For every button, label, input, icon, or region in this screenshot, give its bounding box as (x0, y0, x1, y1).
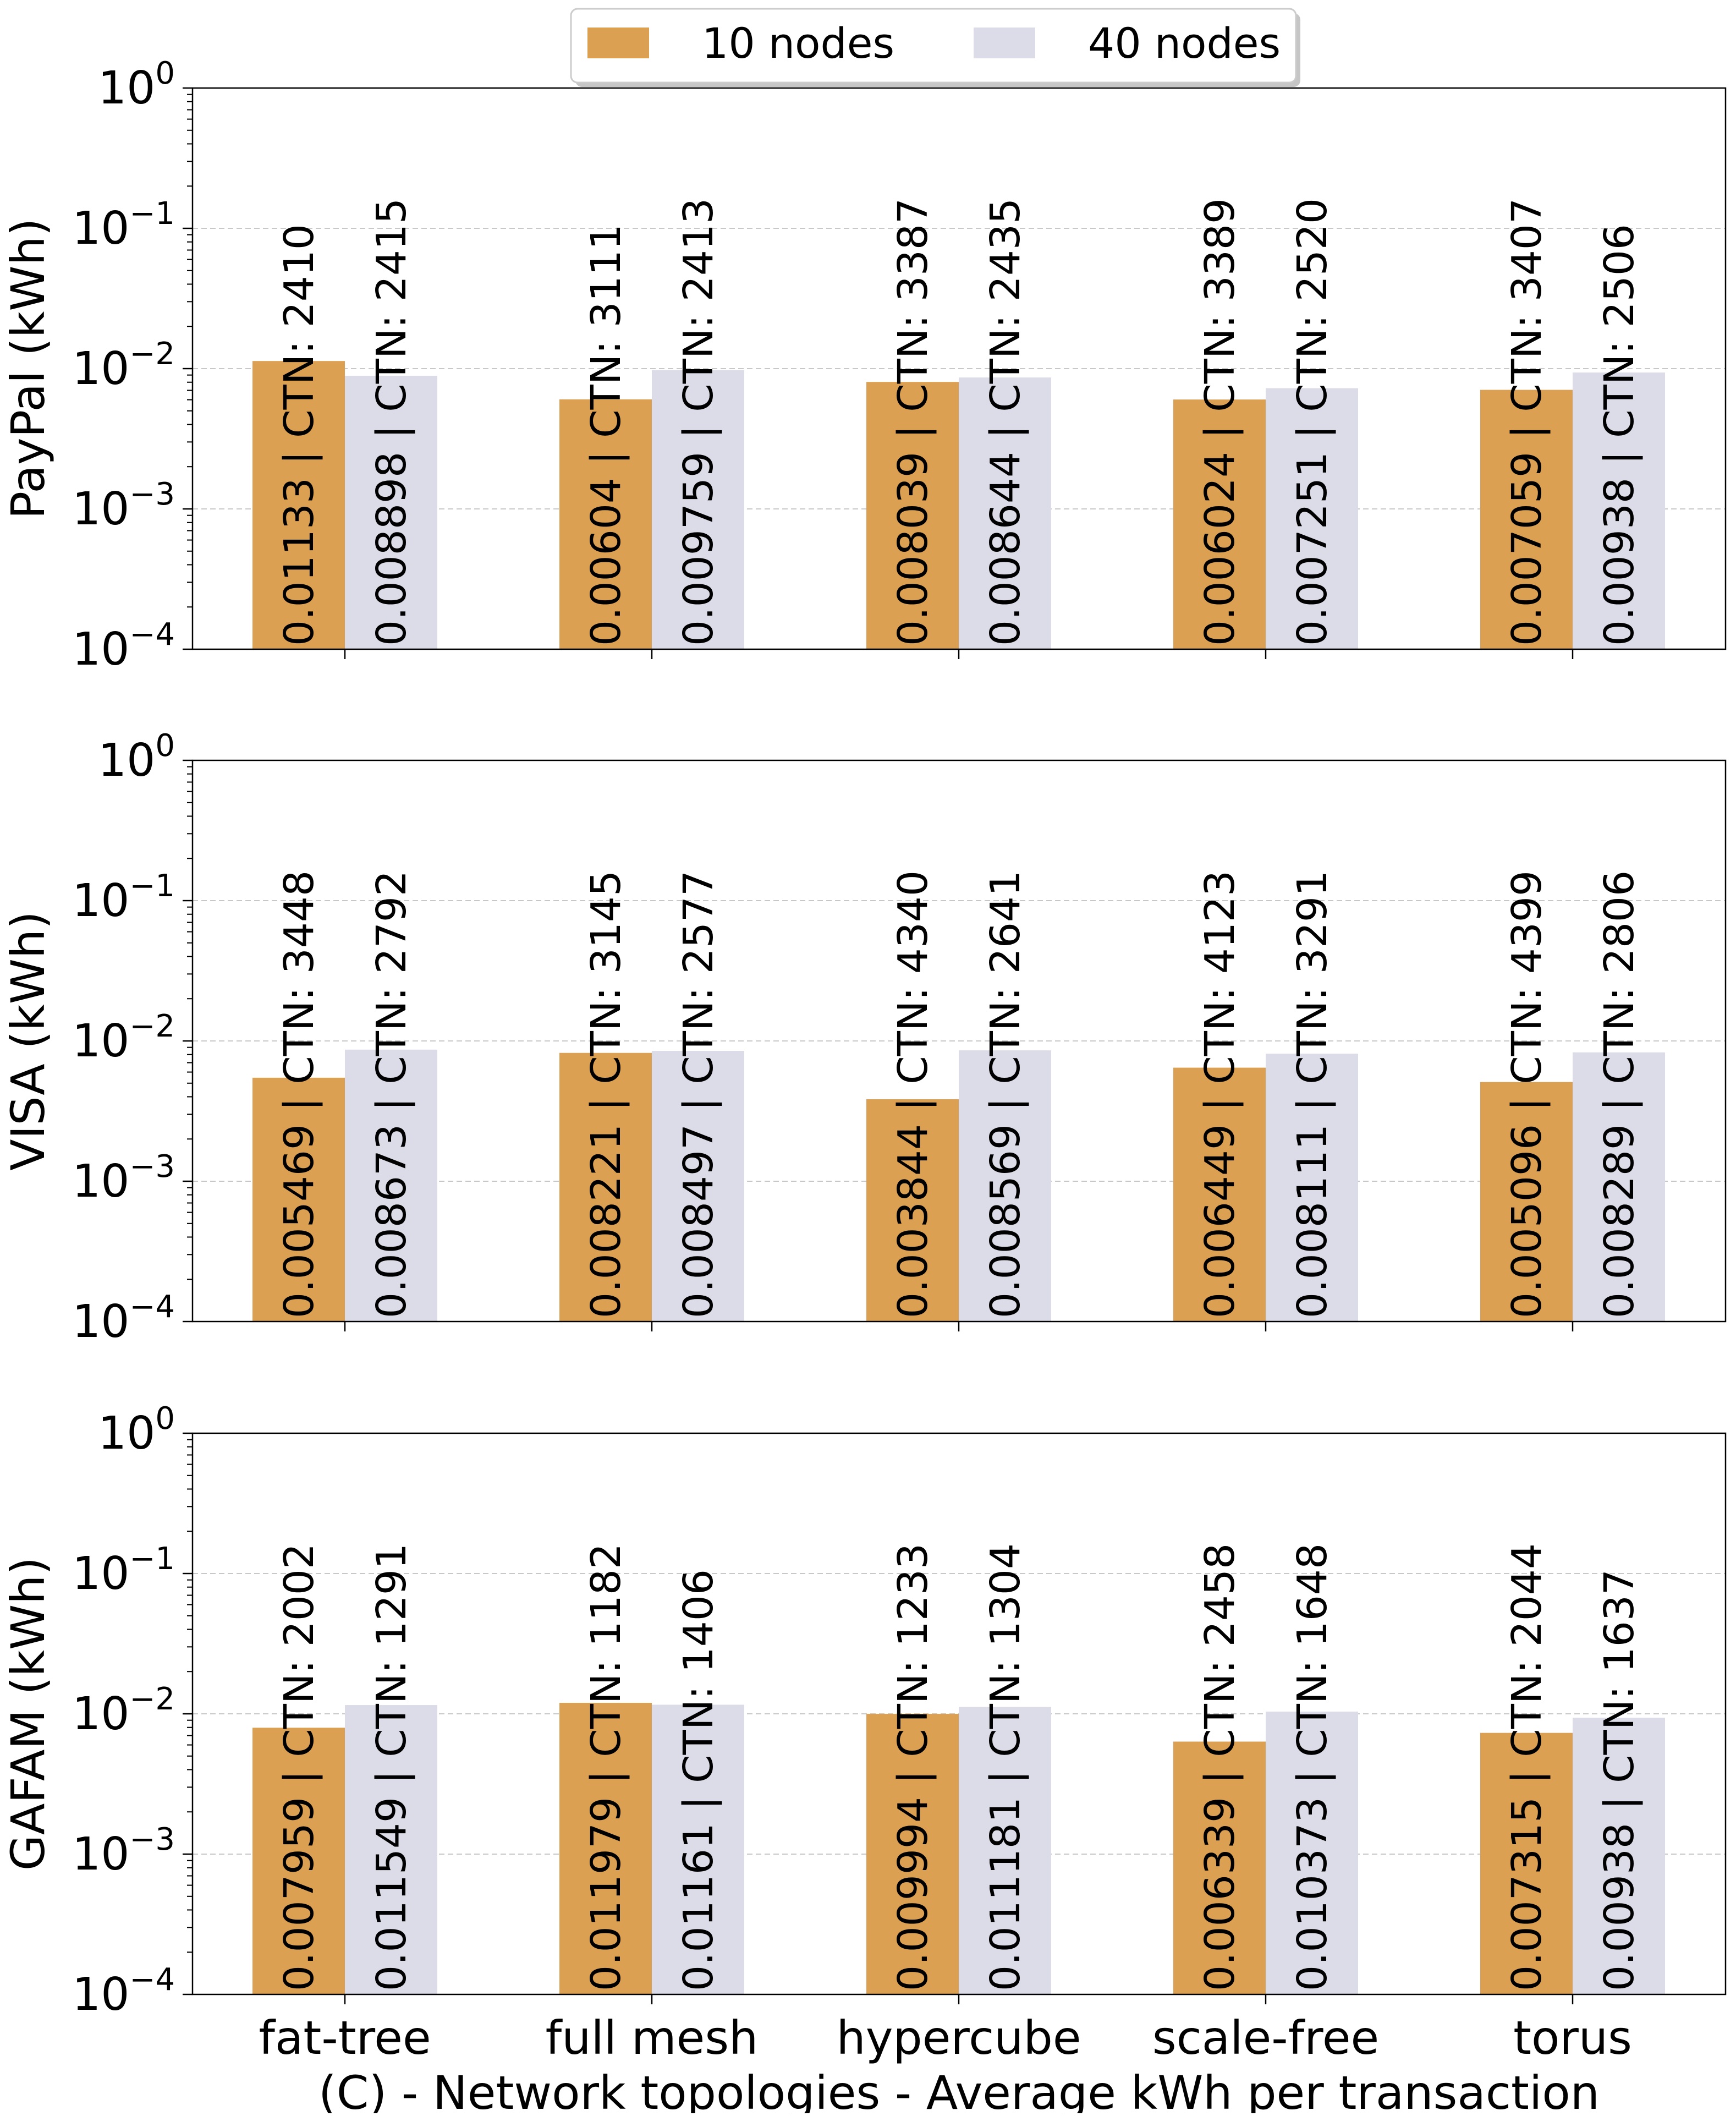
bar-40-nodes (1573, 1718, 1665, 1994)
bar-value-label: 0.009759 | CTN: 2413 (675, 198, 722, 646)
bar-value-label: 0.005469 | CTN: 3448 (276, 870, 323, 1318)
bar-10-nodes (1480, 1733, 1573, 1994)
bar-value-label: 0.011549 | CTN: 1291 (368, 1543, 415, 1991)
bar-value-label: 0.005096 | CTN: 4399 (1503, 870, 1551, 1318)
bar-10-nodes (866, 382, 959, 649)
bar-value-label: 0.008039 | CTN: 3387 (889, 198, 937, 646)
bar-10-nodes (866, 1714, 959, 1994)
bar-value-label: 0.008289 | CTN: 2806 (1596, 870, 1643, 1318)
bar-10-nodes (866, 1099, 959, 1322)
bar-10-nodes (1173, 1067, 1266, 1322)
bar-10-nodes (559, 1052, 652, 1322)
y-tick-label: 100 (98, 1401, 175, 1460)
y-tick-label: 10−4 (72, 617, 175, 676)
y-tick-label: 10−3 (72, 476, 175, 535)
x-tick-label: torus (1513, 2011, 1632, 2065)
bar-40-nodes (345, 1049, 437, 1322)
panel-3: 100 10−1 10−2 10−3 10−4 0.007959 | CTN: 2002 0… (1, 1401, 1727, 2021)
bar-value-label: 0.007959 | CTN: 2002 (276, 1543, 323, 1991)
legend-box (570, 8, 1297, 84)
plot-frame (191, 87, 1727, 650)
y-tick-label: 10−1 (72, 196, 175, 255)
bar-value-label: 0.00938 | CTN: 1637 (1596, 1569, 1643, 1991)
bar-value-label: 0.00604 | CTN: 3111 (583, 224, 630, 646)
bar-10-nodes (1173, 1741, 1266, 1994)
bar-10-nodes (1173, 399, 1266, 649)
panel-2: 100 10−1 10−2 10−3 10−4 0.005469 | CTN: 3448 0… (1, 728, 1727, 1348)
bar-40-nodes (1573, 1052, 1665, 1322)
legend-label: 10 nodes (702, 19, 894, 68)
y-axis-label: PayPal (kWh) (1, 218, 55, 519)
bar-40-nodes (959, 1707, 1051, 1994)
bar-value-label: 0.011181 | CTN: 1304 (982, 1543, 1029, 1991)
x-tick-label: fat-tree (259, 2011, 431, 2065)
bar-value-label: 0.011979 | CTN: 1182 (583, 1543, 630, 1991)
bar-value-label: 0.008673 | CTN: 2792 (368, 870, 415, 1318)
bar-10-nodes (559, 399, 652, 649)
bar-40-nodes (345, 375, 437, 649)
x-tick-label: full mesh (546, 2011, 759, 2065)
panel-1: 100 10−1 10−2 10−3 10−4 0.01133 | CTN: 2410 0.… (1, 56, 1727, 676)
bar-40-nodes (1266, 1711, 1358, 1994)
bar-40-nodes (959, 377, 1051, 649)
bar-10-nodes (1480, 390, 1573, 649)
bar-value-label: 0.006449 | CTN: 4123 (1196, 870, 1244, 1318)
bar-value-label: 0.006339 | CTN: 2458 (1196, 1543, 1244, 1991)
bar-value-label: 0.007059 | CTN: 3407 (1503, 198, 1551, 646)
bar-40-nodes (959, 1050, 1051, 1322)
bar-40-nodes (652, 370, 744, 649)
bar-40-nodes (1573, 372, 1665, 649)
bar-40-nodes (1266, 1054, 1358, 1322)
y-tick-label: 10−3 (72, 1149, 175, 1208)
bar-40-nodes (1266, 388, 1358, 649)
bar-value-label: 0.007251 | CTN: 2520 (1289, 198, 1336, 646)
bar-40-nodes (652, 1704, 744, 1994)
bar-40-nodes (345, 1705, 437, 1994)
bar-value-label: 0.008497 | CTN: 2577 (675, 870, 722, 1318)
y-tick-label: 10−2 (72, 1681, 175, 1740)
x-tick-label: scale-free (1152, 2011, 1379, 2065)
y-tick-label: 10−2 (72, 1008, 175, 1067)
bar-value-label: 0.008644 | CTN: 2435 (982, 198, 1029, 646)
bar-40-nodes (652, 1051, 744, 1322)
bar-10-nodes (252, 1728, 345, 1994)
bar-value-label: 0.003844 | CTN: 4340 (889, 870, 937, 1318)
y-axis-label: GAFAM (kWh) (1, 1557, 55, 1871)
x-axis-label: (C) - Network topologies - Average kWh p… (318, 2066, 1600, 2113)
bar-value-label: 0.008111 | CTN: 3291 (1289, 870, 1336, 1318)
bar-value-label: 0.009994 | CTN: 1233 (889, 1543, 937, 1991)
bar-value-label: 0.010373 | CTN: 1648 (1289, 1543, 1336, 1991)
bar-10-nodes (252, 1077, 345, 1322)
y-tick-label: 10−3 (72, 1822, 175, 1881)
legend-swatch-10-nodes (587, 28, 649, 58)
bar-value-label: 0.008221 | CTN: 3145 (583, 870, 630, 1318)
legend-label: 40 nodes (1088, 19, 1281, 68)
y-tick-label: 10−4 (72, 1962, 175, 2021)
bar-value-label: 0.008898 | CTN: 2415 (368, 198, 415, 646)
plot-frame (191, 759, 1727, 1323)
y-axis-label: VISA (kWh) (1, 911, 55, 1171)
y-tick-label: 100 (98, 56, 175, 114)
legend: 10 nodes 40 nodes (570, 8, 1300, 87)
x-tick-label: hypercube (836, 2011, 1081, 2065)
y-tick-label: 10−1 (72, 868, 175, 927)
legend-swatch-40-nodes (974, 28, 1035, 58)
bar-10-nodes (1480, 1082, 1573, 1322)
bar-value-label: 0.01161 | CTN: 1406 (675, 1569, 722, 1991)
y-tick-label: 10−4 (72, 1289, 175, 1348)
plot-frame (191, 1432, 1727, 1996)
bar-value-label: 0.008569 | CTN: 2641 (982, 870, 1029, 1318)
bar-value-label: 0.006024 | CTN: 3389 (1196, 198, 1244, 646)
y-tick-label: 10−2 (72, 336, 175, 395)
y-tick-label: 10−1 (72, 1541, 175, 1600)
y-tick-label: 100 (98, 728, 175, 787)
bar-10-nodes (252, 361, 345, 649)
bar-10-nodes (559, 1703, 652, 1994)
bar-value-label: 0.007315 | CTN: 2044 (1503, 1543, 1551, 1991)
bar-value-label: 0.01133 | CTN: 2410 (276, 224, 323, 646)
bar-value-label: 0.00938 | CTN: 2506 (1596, 224, 1643, 646)
